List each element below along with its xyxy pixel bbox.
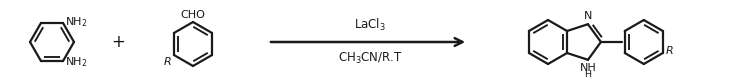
- Text: NH$_2$: NH$_2$: [65, 15, 87, 29]
- Text: NH$_2$: NH$_2$: [65, 55, 87, 69]
- Text: N: N: [584, 11, 592, 21]
- Text: H: H: [585, 70, 591, 79]
- Text: R: R: [164, 57, 172, 67]
- Text: +: +: [111, 33, 125, 51]
- Text: R: R: [666, 46, 674, 56]
- Text: LaCl$_3$: LaCl$_3$: [354, 17, 386, 33]
- Text: CH$_3$CN/R.T: CH$_3$CN/R.T: [338, 51, 402, 66]
- Text: CHO: CHO: [180, 10, 205, 20]
- Text: NH: NH: [579, 63, 596, 73]
